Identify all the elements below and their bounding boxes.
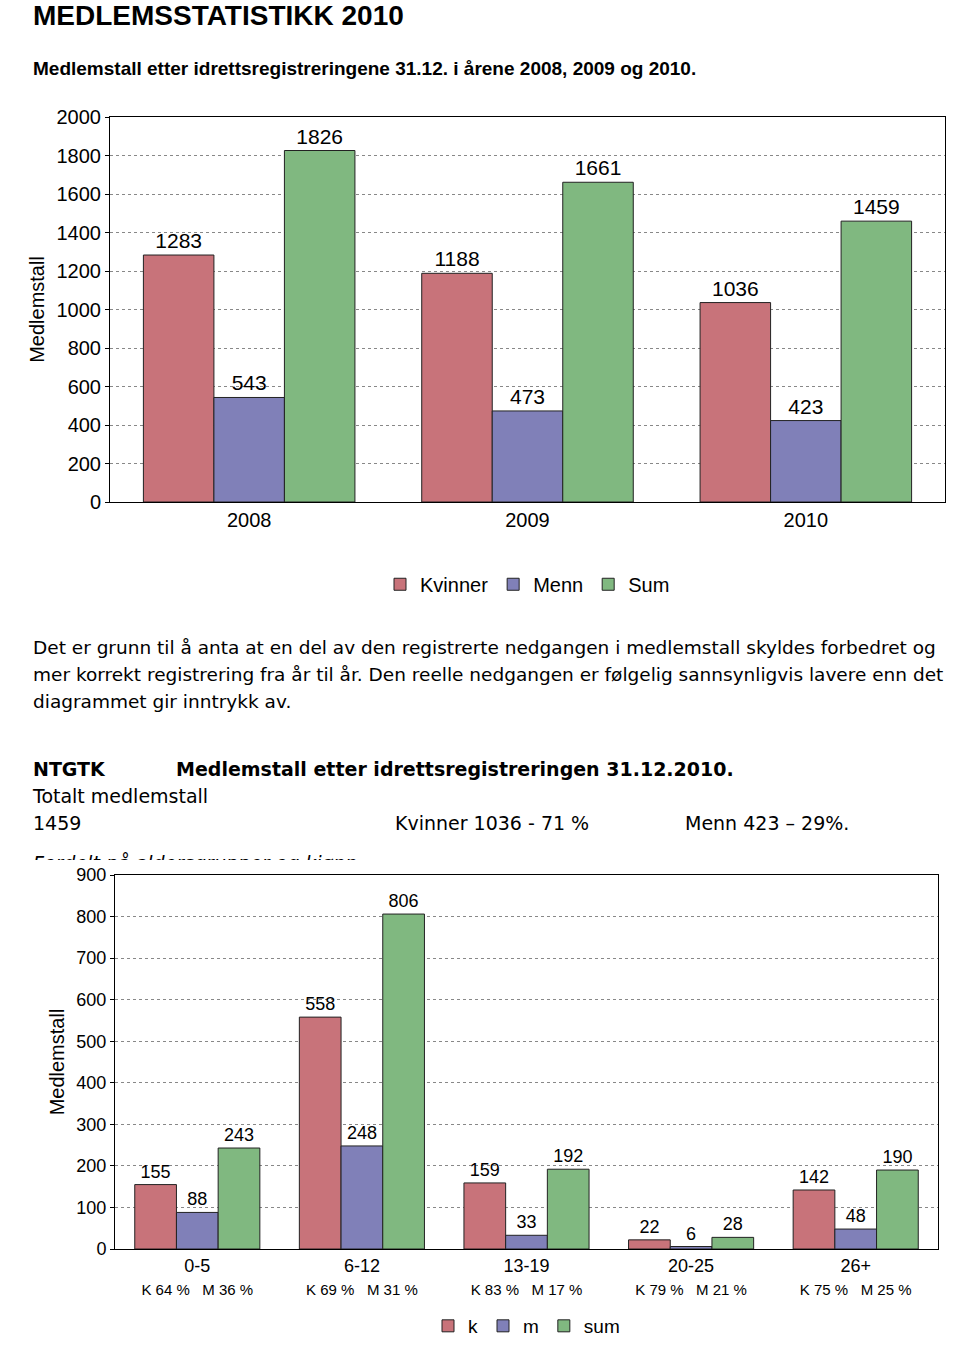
- svg-text:28: 28: [723, 1214, 743, 1234]
- svg-text:1188: 1188: [434, 247, 479, 270]
- svg-text:Medlemstall: Medlemstall: [26, 256, 48, 363]
- svg-text:2000: 2000: [57, 106, 102, 128]
- svg-text:Menn: Menn: [533, 574, 583, 596]
- svg-text:88: 88: [187, 1189, 207, 1209]
- svg-text:1459: 1459: [853, 195, 900, 218]
- svg-text:sum: sum: [584, 1316, 620, 1337]
- svg-text:800: 800: [76, 907, 106, 927]
- svg-text:800: 800: [68, 337, 101, 359]
- svg-text:33: 33: [516, 1212, 536, 1232]
- svg-text:2009: 2009: [505, 509, 550, 531]
- svg-text:700: 700: [76, 948, 106, 968]
- svg-text:155: 155: [141, 1162, 171, 1182]
- svg-text:600: 600: [76, 990, 106, 1010]
- svg-text:200: 200: [76, 1156, 106, 1176]
- svg-text:500: 500: [76, 1032, 106, 1052]
- svg-text:m: m: [523, 1316, 539, 1337]
- svg-text:200: 200: [68, 453, 101, 475]
- svg-text:20-25K 79 % M 21 %: 20-25K 79 % M 21 %: [635, 1256, 747, 1298]
- svg-text:0-5K 64 % M 36 %: 0-5K 64 % M 36 %: [141, 1256, 253, 1298]
- svg-text:26+K 75 % M 25 %: 26+K 75 % M 25 %: [800, 1256, 912, 1298]
- svg-text:100: 100: [76, 1198, 106, 1218]
- svg-text:558: 558: [305, 994, 335, 1014]
- svg-text:473: 473: [510, 385, 545, 408]
- svg-text:k: k: [468, 1316, 478, 1337]
- svg-text:0: 0: [96, 1239, 106, 1259]
- svg-text:248: 248: [347, 1123, 377, 1143]
- svg-text:22: 22: [639, 1217, 659, 1237]
- svg-text:423: 423: [788, 395, 823, 418]
- svg-text:2010: 2010: [784, 509, 829, 531]
- svg-text:1400: 1400: [57, 222, 102, 244]
- svg-text:1800: 1800: [57, 145, 102, 167]
- svg-text:1661: 1661: [575, 156, 622, 179]
- svg-text:543: 543: [232, 371, 267, 394]
- svg-text:1200: 1200: [57, 260, 102, 282]
- svg-text:6-12K 69 % M 31 %: 6-12K 69 % M 31 %: [306, 1256, 418, 1298]
- svg-text:1600: 1600: [57, 183, 102, 205]
- svg-text:159: 159: [470, 1160, 500, 1180]
- svg-text:243: 243: [224, 1125, 254, 1145]
- svg-text:1036: 1036: [712, 277, 759, 300]
- svg-text:806: 806: [389, 891, 419, 911]
- svg-text:48: 48: [846, 1206, 866, 1226]
- svg-text:1000: 1000: [57, 299, 102, 321]
- svg-text:1826: 1826: [296, 125, 343, 148]
- svg-text:2008: 2008: [227, 509, 271, 531]
- svg-text:Kvinner: Kvinner: [420, 574, 488, 596]
- svg-text:300: 300: [76, 1115, 106, 1135]
- svg-text:142: 142: [799, 1167, 829, 1187]
- svg-text:1283: 1283: [155, 229, 202, 252]
- svg-text:13-19K 83 % M 17 %: 13-19K 83 % M 17 %: [471, 1256, 583, 1298]
- svg-text:400: 400: [68, 414, 101, 436]
- svg-text:Sum: Sum: [628, 574, 669, 596]
- svg-text:600: 600: [68, 376, 101, 398]
- svg-text:Medlemstall: Medlemstall: [46, 1009, 68, 1116]
- svg-text:6: 6: [686, 1224, 696, 1244]
- svg-text:190: 190: [882, 1147, 912, 1167]
- svg-text:400: 400: [76, 1073, 106, 1093]
- svg-text:900: 900: [76, 865, 106, 885]
- svg-text:192: 192: [553, 1146, 583, 1166]
- svg-text:0: 0: [90, 491, 101, 513]
